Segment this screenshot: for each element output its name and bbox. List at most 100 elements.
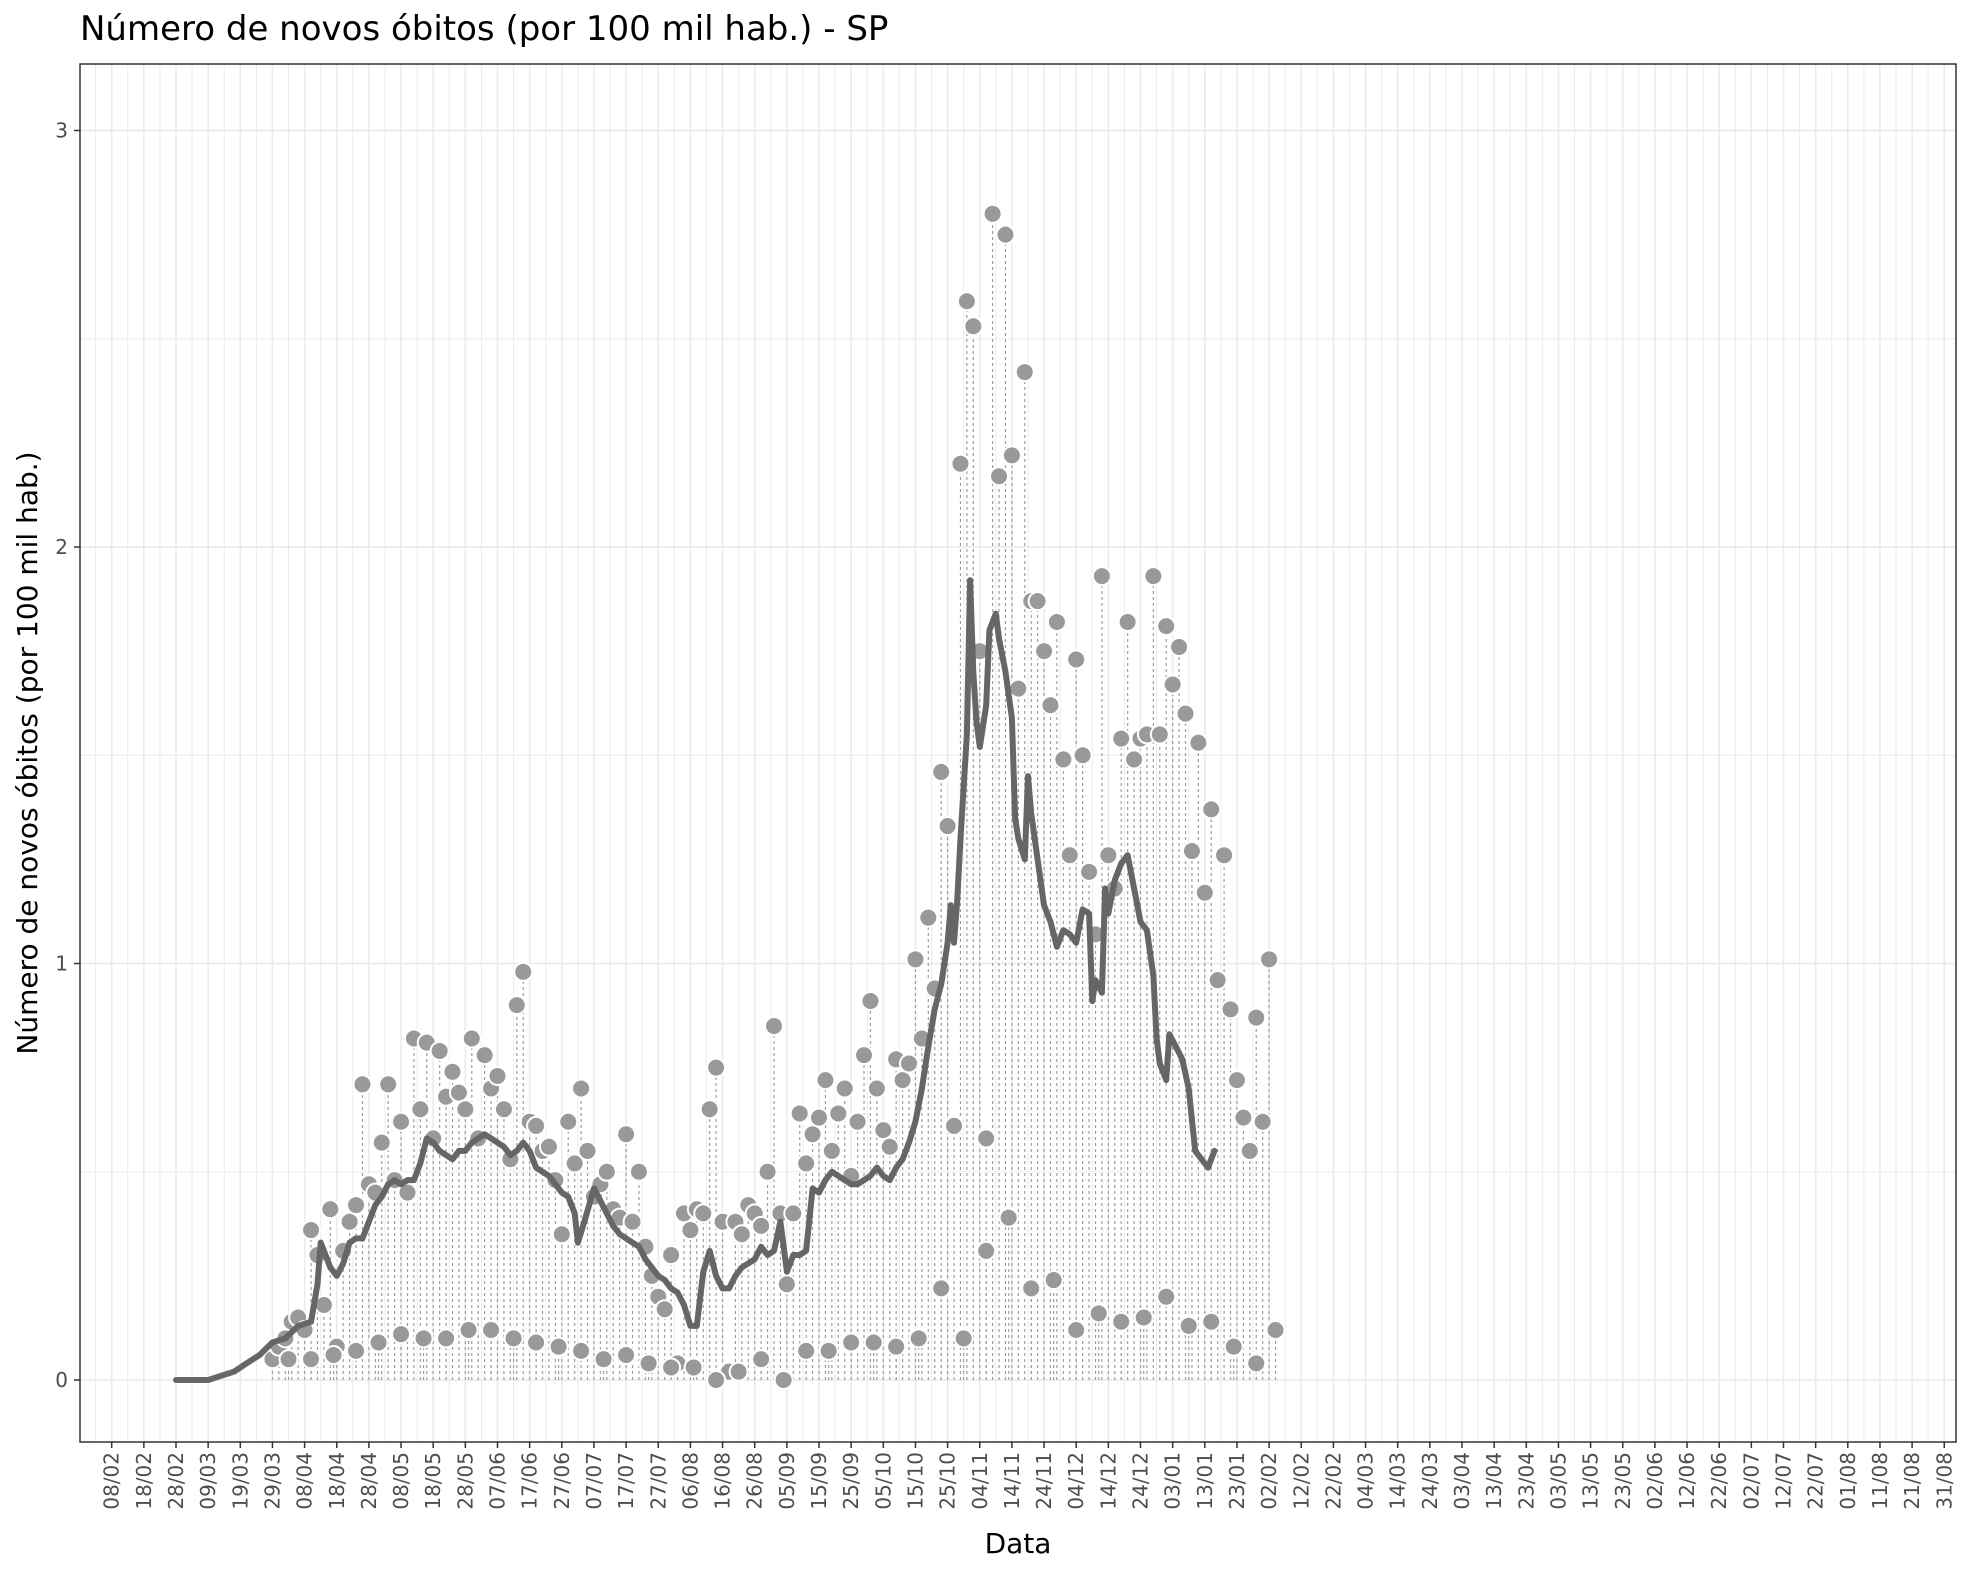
x-tick-label: 06/08 bbox=[678, 1452, 702, 1510]
data-point bbox=[526, 1115, 547, 1136]
x-tick-label: 27/06 bbox=[550, 1452, 574, 1510]
x-tick-label: 08/02 bbox=[100, 1452, 124, 1510]
x-tick-label: 24/12 bbox=[1129, 1452, 1153, 1510]
x-tick-label: 13/04 bbox=[1482, 1452, 1506, 1510]
x-tick-label: 04/03 bbox=[1354, 1452, 1378, 1510]
x-tick-label: 02/02 bbox=[1257, 1452, 1281, 1510]
data-point bbox=[1239, 1140, 1260, 1161]
data-point bbox=[368, 1332, 389, 1353]
data-point bbox=[995, 224, 1016, 245]
data-point bbox=[622, 1211, 643, 1232]
data-point bbox=[461, 1028, 482, 1049]
x-tick-label: 25/10 bbox=[936, 1452, 960, 1510]
data-point bbox=[493, 1099, 514, 1120]
data-point bbox=[323, 1345, 344, 1366]
x-tick-label: 02/07 bbox=[1739, 1452, 1763, 1510]
data-point bbox=[866, 1078, 887, 1099]
data-point bbox=[886, 1336, 907, 1357]
data-point bbox=[1027, 591, 1048, 612]
data-point bbox=[487, 1065, 508, 1086]
x-tick-label: 23/05 bbox=[1611, 1452, 1635, 1510]
data-point bbox=[654, 1299, 675, 1320]
data-point bbox=[1188, 732, 1209, 753]
data-point bbox=[1091, 566, 1112, 587]
data-point bbox=[1117, 611, 1138, 632]
data-point bbox=[410, 1099, 431, 1120]
data-point bbox=[474, 1045, 495, 1066]
data-point bbox=[873, 1120, 894, 1141]
data-point bbox=[1053, 749, 1074, 770]
data-point bbox=[693, 1203, 714, 1224]
data-point bbox=[1001, 445, 1022, 466]
data-point bbox=[481, 1320, 502, 1341]
data-point bbox=[1169, 636, 1190, 657]
data-point bbox=[989, 466, 1010, 487]
data-point bbox=[1079, 861, 1100, 882]
data-point bbox=[706, 1370, 727, 1390]
x-tick-label: 23/04 bbox=[1514, 1452, 1538, 1510]
data-point bbox=[558, 1111, 579, 1132]
data-point bbox=[571, 1340, 592, 1361]
data-point bbox=[976, 1128, 997, 1149]
data-point bbox=[1124, 749, 1145, 770]
data-point bbox=[339, 1211, 360, 1232]
data-point bbox=[680, 1220, 701, 1241]
x-tick-label: 17/07 bbox=[614, 1452, 638, 1510]
data-point bbox=[1066, 1320, 1087, 1341]
data-point bbox=[1226, 1070, 1247, 1091]
data-point bbox=[506, 995, 527, 1016]
data-point bbox=[963, 316, 984, 337]
data-point bbox=[1046, 611, 1067, 632]
data-point bbox=[892, 1070, 913, 1091]
x-tick-label: 16/08 bbox=[711, 1452, 735, 1510]
data-point bbox=[953, 1328, 974, 1349]
y-tick-label: 3 bbox=[55, 119, 68, 143]
data-point bbox=[616, 1124, 637, 1145]
data-point bbox=[937, 816, 958, 837]
data-point bbox=[346, 1340, 367, 1361]
data-point bbox=[301, 1220, 322, 1241]
x-tick-label: 09/03 bbox=[196, 1452, 220, 1510]
data-point bbox=[413, 1328, 434, 1349]
data-point bbox=[998, 1207, 1019, 1228]
x-tick-label: 23/01 bbox=[1225, 1452, 1249, 1510]
data-point bbox=[982, 203, 1003, 224]
data-point bbox=[1178, 1315, 1199, 1336]
data-point bbox=[1059, 845, 1080, 866]
x-tick-label: 17/06 bbox=[518, 1452, 542, 1510]
x-tick-label: 18/04 bbox=[325, 1452, 349, 1510]
data-point bbox=[796, 1340, 817, 1361]
x-tick-label: 25/09 bbox=[839, 1452, 863, 1510]
data-point bbox=[802, 1124, 823, 1145]
data-point bbox=[908, 1328, 929, 1349]
data-point bbox=[818, 1340, 839, 1361]
x-tick-label: 31/08 bbox=[1932, 1452, 1956, 1510]
x-tick-label: 15/10 bbox=[903, 1452, 927, 1510]
data-point bbox=[1265, 1320, 1286, 1341]
x-tick-label: 12/06 bbox=[1675, 1452, 1699, 1510]
data-point bbox=[976, 1240, 997, 1261]
data-point bbox=[706, 1057, 727, 1078]
moving-average-line bbox=[173, 577, 1218, 1383]
data-point bbox=[628, 1161, 649, 1182]
x-tick-label: 13/01 bbox=[1193, 1452, 1217, 1510]
moving-average-layer bbox=[173, 577, 1218, 1383]
x-tick-label: 14/11 bbox=[1000, 1452, 1024, 1510]
data-point bbox=[458, 1320, 479, 1341]
data-point bbox=[1098, 845, 1119, 866]
data-point bbox=[1220, 999, 1241, 1020]
data-point bbox=[863, 1332, 884, 1353]
data-point bbox=[346, 1195, 367, 1216]
data-point bbox=[751, 1215, 772, 1236]
data-point bbox=[1021, 1278, 1042, 1299]
x-axis-ticks: 08/02 18/02 28/02 09/03 19/03 29/03 08/04 18/04… bbox=[100, 1442, 1956, 1510]
data-point bbox=[860, 990, 881, 1011]
y-tick-label: 2 bbox=[55, 535, 68, 559]
data-point bbox=[796, 1153, 817, 1174]
data-point bbox=[1072, 745, 1093, 766]
data-point bbox=[564, 1153, 585, 1174]
x-tick-label: 08/05 bbox=[389, 1452, 413, 1510]
data-point bbox=[1066, 649, 1087, 670]
